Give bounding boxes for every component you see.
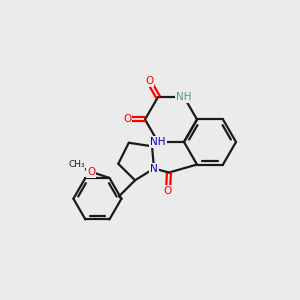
Text: O: O <box>164 185 172 196</box>
Text: NH: NH <box>176 92 192 102</box>
Text: N: N <box>150 164 158 173</box>
Text: CH₃: CH₃ <box>68 160 85 169</box>
Text: O: O <box>123 115 131 124</box>
Text: NH: NH <box>150 137 166 147</box>
Text: O: O <box>145 76 153 86</box>
Text: O: O <box>87 167 95 177</box>
